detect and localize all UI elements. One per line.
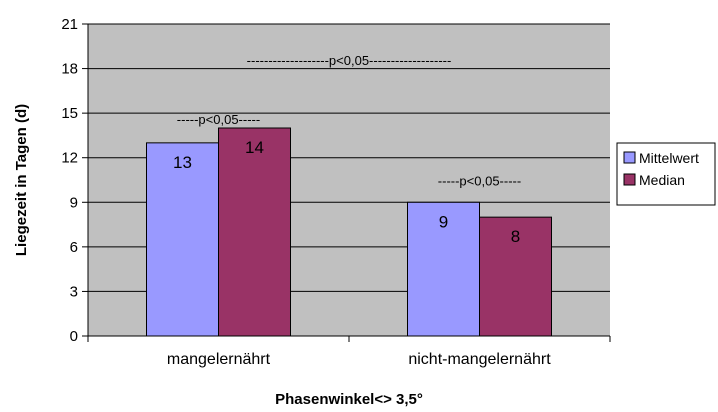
x-axis-title: Phasenwinkel<> 3,5° xyxy=(275,391,423,408)
significance-annotation-group1: -----p<0,05----- xyxy=(177,112,260,127)
data-label: 14 xyxy=(245,138,264,157)
y-tick-label: 3 xyxy=(70,283,78,300)
legend-swatch xyxy=(623,173,636,186)
y-tick-label: 18 xyxy=(61,61,78,78)
data-label: 9 xyxy=(439,212,448,231)
x-tick-label: nicht-mangelernährt xyxy=(408,351,551,368)
x-tick-label: mangelernährt xyxy=(167,351,271,368)
significance-annotation-group2: -----p<0,05----- xyxy=(438,173,521,188)
data-label: 8 xyxy=(511,227,520,246)
legend-swatch xyxy=(623,151,636,164)
legend-label: Median xyxy=(639,172,685,188)
y-tick-label: 15 xyxy=(61,105,78,122)
y-tick-label: 6 xyxy=(70,239,78,256)
y-tick-label: 9 xyxy=(70,194,78,211)
axes xyxy=(82,23,611,342)
y-tick-label: 12 xyxy=(61,150,78,167)
bar-median xyxy=(218,127,291,337)
y-tick-labels: 0 3 6 9 12 15 18 21 xyxy=(61,16,78,345)
y-tick-label: 0 xyxy=(70,328,78,345)
data-label: 13 xyxy=(173,153,192,172)
y-axis-title: Liegezeit in Tagen (d) xyxy=(13,104,30,256)
legend-label: Mittelwert xyxy=(639,150,699,166)
bar-median xyxy=(479,216,552,337)
legend: Mittelwert Median xyxy=(616,142,716,206)
y-tick-label: 21 xyxy=(61,16,78,33)
significance-annotation-overall: -------------------p<0,05---------------… xyxy=(247,53,452,68)
